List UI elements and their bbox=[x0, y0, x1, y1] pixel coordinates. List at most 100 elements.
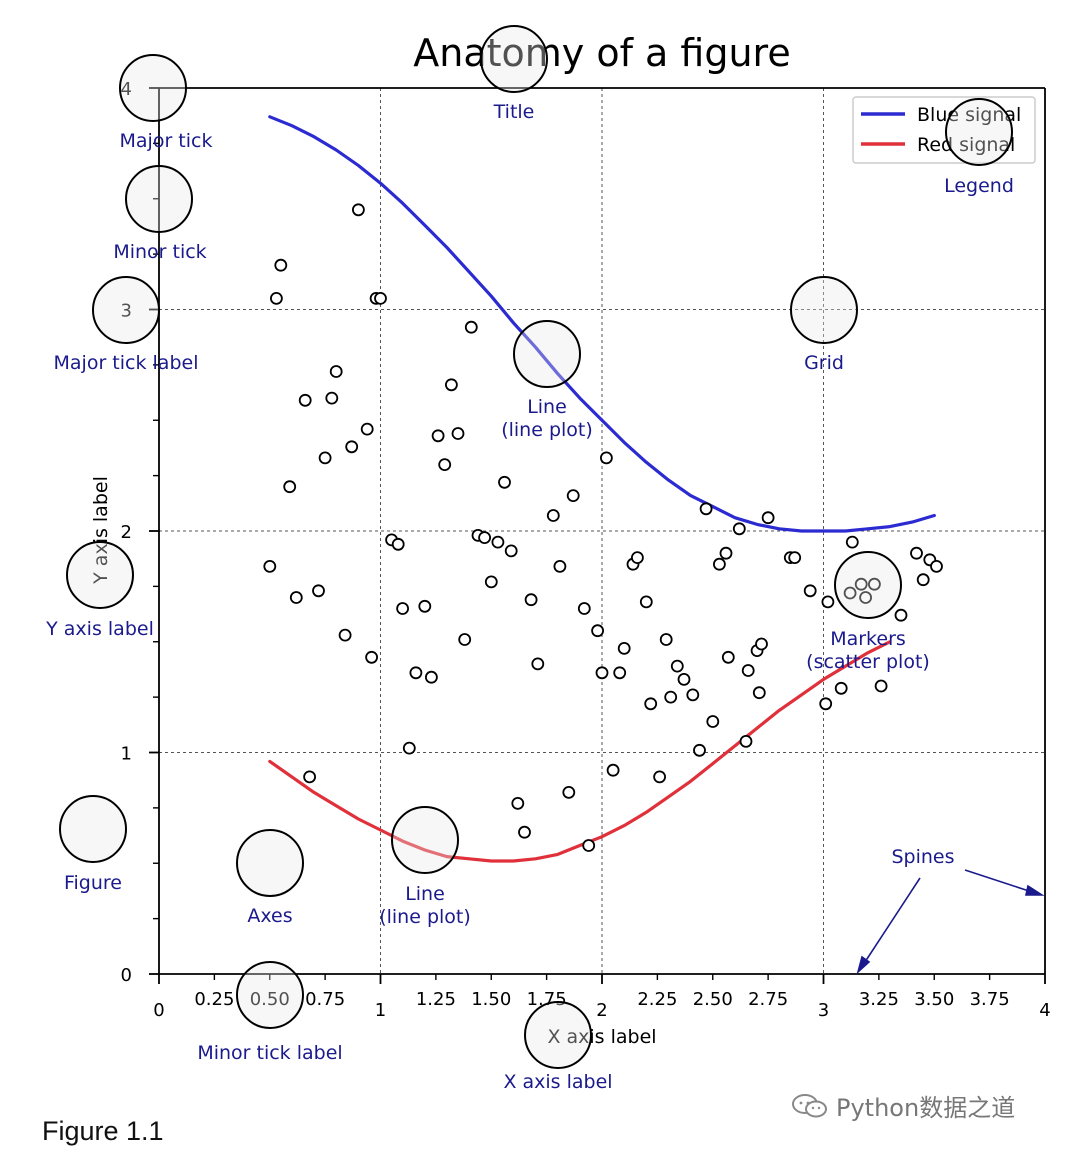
scatter-point bbox=[834, 681, 848, 695]
scatter-point bbox=[639, 595, 653, 609]
scatter-point bbox=[518, 825, 531, 839]
scatter-point bbox=[713, 557, 726, 571]
x-major-tick-label: 2 bbox=[596, 1000, 607, 1021]
scatter-point bbox=[916, 573, 930, 587]
annotation-markers-sub: (scatter plot) bbox=[806, 651, 930, 673]
annotation-major-tick: Major tick bbox=[120, 130, 213, 152]
scatter-point bbox=[741, 664, 755, 677]
scatter-point bbox=[595, 666, 609, 680]
scatter-point bbox=[418, 599, 432, 613]
scatter-point bbox=[659, 633, 673, 646]
scatter-point bbox=[409, 666, 423, 680]
x-minor-tick-label: 2.50 bbox=[693, 989, 733, 1010]
spines-arrow-right bbox=[964, 869, 1036, 894]
annotation-circle-axes bbox=[236, 829, 304, 897]
annotation-legend: Legend bbox=[944, 175, 1014, 197]
x-minor-tick-label: 3.50 bbox=[914, 989, 954, 1010]
scatter-point bbox=[613, 666, 627, 680]
scatter-point bbox=[562, 786, 576, 799]
x-axis-title: X axis label bbox=[547, 1026, 656, 1048]
scatter-point bbox=[631, 551, 644, 564]
x-minor-tick-label: 1.50 bbox=[471, 989, 511, 1010]
annotation-figure: Figure bbox=[64, 872, 122, 894]
wechat-icon bbox=[792, 1093, 827, 1117]
y-major-tick-label: 4 bbox=[121, 79, 132, 100]
scatter-point bbox=[591, 624, 604, 638]
annotation-line-1: Line bbox=[527, 396, 567, 418]
x-minor-tick-label: 2.25 bbox=[637, 989, 677, 1010]
x-major-tick-label: 1 bbox=[375, 1000, 386, 1021]
chart-title: Anatomy of a figure bbox=[413, 31, 790, 75]
scatter-point bbox=[577, 602, 591, 615]
annotation-circle-title bbox=[480, 25, 548, 93]
x-minor-tick-label: 1.75 bbox=[527, 989, 567, 1010]
scatter-point bbox=[719, 546, 733, 560]
scatter-point bbox=[329, 365, 343, 378]
spines-arrowhead-bottom bbox=[856, 955, 871, 975]
scatter-point bbox=[263, 560, 277, 573]
scatter-point bbox=[854, 577, 868, 591]
scatter-point bbox=[693, 743, 706, 757]
annotation-circle-figure bbox=[59, 795, 127, 863]
scatter-point bbox=[498, 475, 511, 489]
scatter-point bbox=[752, 686, 766, 700]
scatter-point bbox=[298, 393, 312, 407]
scatter-point bbox=[464, 320, 478, 334]
annotation-line-2-sub: (line plot) bbox=[379, 906, 471, 928]
annotation-axes: Axes bbox=[247, 905, 292, 927]
annotation-title: Title bbox=[493, 101, 535, 123]
annotation-line-2: Line bbox=[405, 883, 445, 905]
y-major-tick-label: 3 bbox=[121, 301, 132, 322]
scatter-point bbox=[504, 544, 518, 558]
scatter-point bbox=[845, 535, 859, 549]
annotation-circle-x-axis-label bbox=[524, 1001, 592, 1069]
scatter-point bbox=[274, 258, 288, 272]
scatter-point bbox=[478, 531, 492, 544]
tick-labels: 0 1 2 3 4 0 1 2 3 4 0.25 0.50 0.75 1.25 1.50 1.75 2.25 2.… bbox=[121, 79, 1051, 1021]
scatter-point bbox=[600, 451, 613, 465]
red-signal-line bbox=[268, 640, 892, 863]
scatter-point bbox=[606, 763, 620, 777]
scatter-point bbox=[755, 637, 768, 651]
scatter-point bbox=[819, 697, 833, 711]
scatter-point bbox=[444, 378, 458, 392]
scatter-point bbox=[677, 673, 691, 686]
scatter-point bbox=[617, 642, 631, 655]
scatter-point bbox=[402, 741, 416, 755]
annotation-circle-line-2 bbox=[391, 806, 459, 874]
annotation-grid: Grid bbox=[804, 352, 844, 374]
y-major-tick-label: 0 bbox=[121, 965, 132, 986]
scatter-point bbox=[491, 535, 505, 549]
scatter-point bbox=[546, 509, 560, 522]
y-major-tick-label: 1 bbox=[121, 744, 132, 765]
scatter-point bbox=[312, 584, 325, 598]
annotation-circle-y-axis-label bbox=[66, 541, 134, 609]
scatter-point bbox=[396, 602, 410, 615]
scatter-point bbox=[338, 628, 352, 642]
scatter-point bbox=[283, 480, 297, 494]
annotation-circle-markers bbox=[834, 551, 902, 619]
spines-arrow-bottom bbox=[862, 877, 921, 966]
x-minor-tick-label: 3.75 bbox=[970, 989, 1010, 1010]
scatter-point bbox=[531, 657, 545, 671]
annotation-minor-tick: Minor tick bbox=[113, 241, 206, 263]
annotation-y-axis-label: Y axis label bbox=[45, 618, 154, 640]
annotation-circle-grid bbox=[790, 276, 858, 344]
grid bbox=[159, 88, 1045, 974]
scatter-point bbox=[360, 422, 374, 436]
scatter-point bbox=[511, 797, 525, 810]
figure-caption: Figure 1.1 bbox=[42, 1116, 164, 1146]
legend-blue-label: Blue signal bbox=[917, 104, 1021, 126]
scatter-point bbox=[303, 770, 317, 784]
annotation-circle-legend bbox=[945, 98, 1013, 166]
scatter-point bbox=[391, 537, 405, 551]
annotation-markers: Markers bbox=[830, 628, 906, 650]
watermark: Python数据之道 bbox=[790, 1088, 1015, 1123]
annotation-circle-major-tick bbox=[119, 54, 187, 122]
annotation-circle-minor-tick bbox=[125, 165, 193, 233]
y-major-tick-label: 2 bbox=[121, 522, 132, 543]
scatter-point bbox=[653, 770, 666, 784]
annotation-spines: Spines bbox=[891, 846, 954, 868]
watermark-text: Python数据之道 bbox=[836, 1094, 1016, 1122]
scatter-markers bbox=[263, 203, 943, 852]
